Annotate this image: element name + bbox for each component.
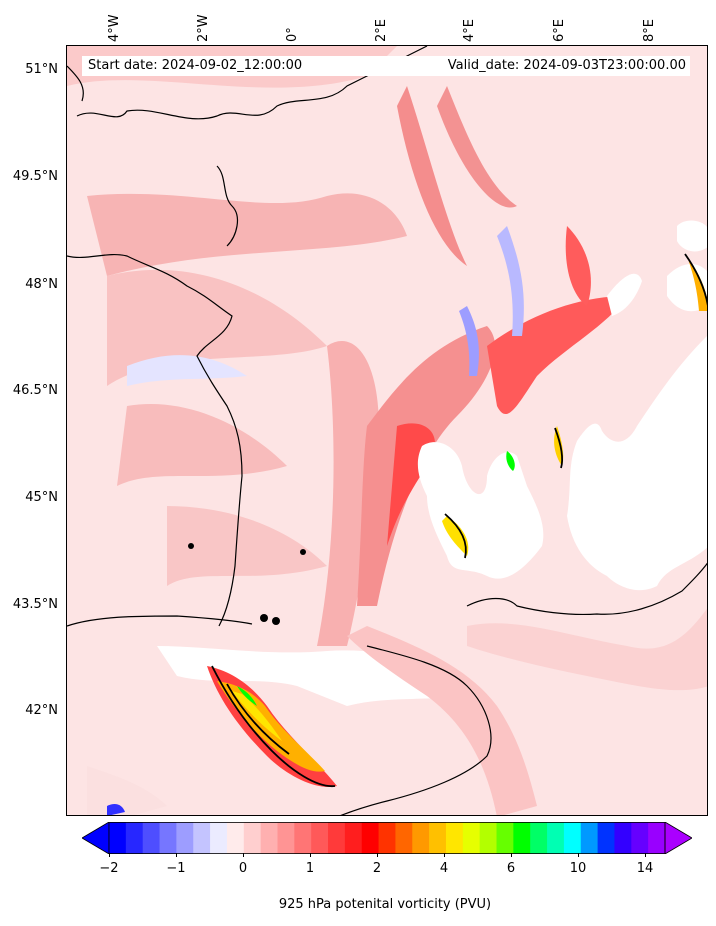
colorbar-title: 925 hPa potenital vorticity (PVU) — [278, 897, 492, 912]
tick-mark — [243, 853, 244, 857]
lon-label-6e: 6°E — [552, 19, 567, 42]
colorbar — [81, 821, 693, 855]
lat-label-46-5n: 46.5°N — [12, 383, 58, 398]
colorbar-swatch — [361, 822, 380, 854]
colorbar-swatches — [81, 821, 693, 855]
lat-label-51n: 51°N — [25, 62, 58, 77]
colorbar-swatch — [631, 822, 649, 854]
colorbar-tick-label: 6 — [506, 861, 516, 876]
lat-label-45n: 45°N — [25, 490, 58, 505]
colorbar-swatch — [125, 822, 144, 854]
colorbar-swatch — [193, 822, 211, 854]
lon-label-2w: 2°W — [196, 14, 211, 42]
colorbar-under-triangle — [81, 821, 110, 855]
tick-mark — [645, 853, 646, 857]
colorbar-swatch — [547, 822, 565, 854]
colorbar-swatch — [462, 822, 481, 854]
start-date-label: Start date: 2024-09-02_12:00:00 — [88, 58, 303, 73]
colorbar-over-triangle — [664, 821, 693, 855]
colorbar-tick-label: −2 — [99, 861, 119, 876]
map-panel — [66, 45, 708, 816]
tick-mark — [377, 853, 378, 857]
lat-label-42n: 42°N — [25, 703, 58, 718]
tick-mark — [511, 853, 512, 857]
lat-label-49-5n: 49.5°N — [12, 169, 58, 184]
colorbar-tick-label: 0 — [238, 861, 248, 876]
pv-field-map — [67, 46, 707, 815]
colorbar-swatch — [597, 822, 616, 854]
colorbar-swatch — [260, 822, 279, 854]
colorbar-swatch — [210, 822, 228, 854]
colorbar-swatch — [109, 822, 127, 854]
colorbar-tick-label: 1 — [305, 861, 315, 876]
colorbar-swatch — [159, 822, 177, 854]
colorbar-swatch — [294, 822, 312, 854]
lon-label-4e: 4°E — [462, 19, 477, 42]
colorbar-swatch — [328, 822, 346, 854]
colorbar-swatch — [530, 822, 548, 854]
date-header: Start date: 2024-09-02_12:00:00 Valid_da… — [82, 56, 690, 76]
valid-date-label: Valid_date: 2024-09-03T23:00:00.00 — [447, 58, 686, 73]
colorbar-tick-label: 14 — [636, 861, 654, 876]
tick-mark — [578, 853, 579, 857]
colorbar-tick-label: −1 — [166, 861, 186, 876]
colorbar-swatch — [142, 822, 161, 854]
colorbar-tick-label: 2 — [372, 861, 382, 876]
tick-mark — [444, 853, 445, 857]
colorbar-tick-label: 4 — [439, 861, 449, 876]
colorbar-swatch — [277, 822, 295, 854]
colorbar-tick-label: 10 — [569, 861, 587, 876]
tick-mark — [310, 853, 311, 857]
lon-label-4w: 4°W — [107, 14, 122, 42]
colorbar-swatch — [648, 822, 666, 854]
colorbar-swatch — [176, 822, 194, 854]
lat-label-48n: 48°N — [25, 277, 58, 292]
tick-mark — [176, 853, 177, 857]
colorbar-swatch — [429, 822, 447, 854]
colorbar-swatch — [614, 822, 632, 854]
colorbar-swatch — [479, 822, 498, 854]
lat-label-43-5n: 43.5°N — [12, 597, 58, 612]
colorbar-swatch — [344, 822, 363, 854]
lon-label-2e: 2°E — [374, 19, 389, 42]
tick-mark — [109, 853, 110, 857]
colorbar-swatch — [378, 822, 397, 854]
colorbar-swatch — [563, 822, 582, 854]
colorbar-frame — [108, 822, 666, 854]
colorbar-swatch — [226, 822, 245, 854]
colorbar-swatch — [445, 822, 464, 854]
colorbar-swatch — [513, 822, 531, 854]
colorbar-swatch — [311, 822, 329, 854]
colorbar-swatch — [580, 822, 599, 854]
colorbar-swatch — [243, 822, 262, 854]
colorbar-swatch — [496, 822, 514, 854]
colorbar-swatch — [412, 822, 430, 854]
lon-label-8e: 8°E — [642, 19, 657, 42]
colorbar-swatch — [395, 822, 413, 854]
lon-label-0: 0° — [285, 27, 300, 42]
